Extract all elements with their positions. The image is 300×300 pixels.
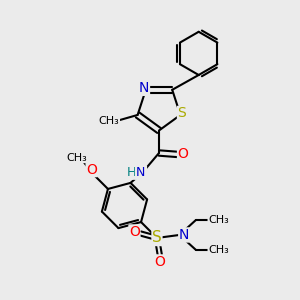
Text: N: N — [139, 81, 149, 95]
Text: O: O — [86, 163, 97, 177]
Text: O: O — [129, 225, 140, 239]
Text: H: H — [126, 166, 136, 179]
Text: S: S — [178, 106, 186, 121]
Text: CH₃: CH₃ — [66, 153, 87, 163]
Text: O: O — [154, 255, 165, 269]
Text: O: O — [178, 148, 188, 161]
Text: S: S — [152, 230, 162, 245]
Text: HN: HN — [128, 166, 146, 179]
Text: CH₃: CH₃ — [99, 116, 119, 126]
Text: N: N — [179, 228, 189, 242]
Text: CH₃: CH₃ — [208, 245, 229, 255]
Text: N: N — [135, 166, 145, 179]
Text: CH₃: CH₃ — [208, 215, 229, 225]
